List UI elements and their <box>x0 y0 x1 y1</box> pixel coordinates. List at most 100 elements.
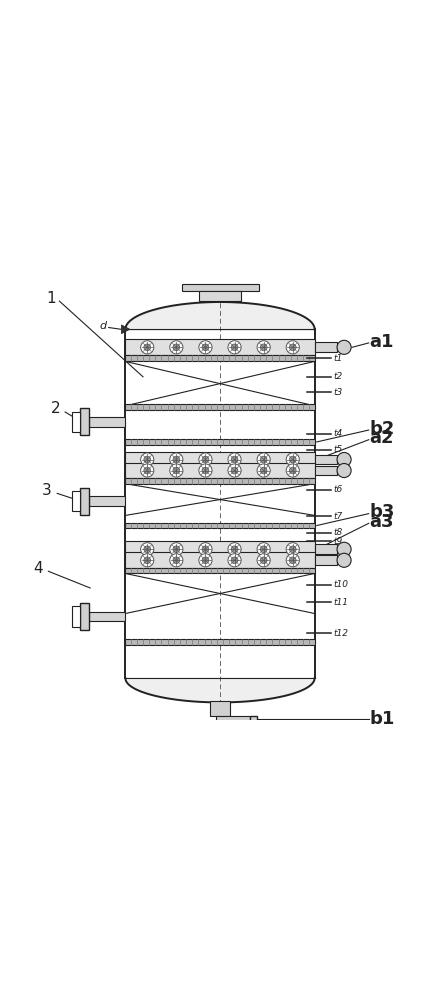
Text: b3: b3 <box>370 503 395 521</box>
Circle shape <box>144 467 150 474</box>
Circle shape <box>202 557 209 564</box>
Text: t3: t3 <box>334 388 343 397</box>
Circle shape <box>144 546 150 553</box>
Circle shape <box>257 543 270 556</box>
Circle shape <box>290 467 296 474</box>
Bar <box>199 291 241 301</box>
Circle shape <box>257 453 270 466</box>
Circle shape <box>202 456 209 463</box>
Bar <box>80 603 89 630</box>
Bar <box>72 491 80 511</box>
Circle shape <box>170 554 183 567</box>
Circle shape <box>290 546 296 553</box>
Circle shape <box>170 543 183 556</box>
Text: 3: 3 <box>42 483 51 498</box>
Text: a1: a1 <box>370 333 394 351</box>
Bar <box>125 552 315 568</box>
Bar <box>315 455 337 464</box>
Circle shape <box>228 453 241 466</box>
Text: 1: 1 <box>46 291 56 306</box>
Circle shape <box>144 344 150 351</box>
Text: b1: b1 <box>370 710 395 728</box>
Bar <box>125 523 315 528</box>
Text: t10: t10 <box>334 580 348 589</box>
Circle shape <box>290 344 296 351</box>
Circle shape <box>286 464 299 477</box>
Circle shape <box>260 456 267 463</box>
Bar <box>125 568 315 573</box>
Circle shape <box>173 456 180 463</box>
Circle shape <box>260 557 267 564</box>
Circle shape <box>228 554 241 567</box>
Circle shape <box>260 467 267 474</box>
Circle shape <box>199 453 212 466</box>
Bar <box>315 555 337 565</box>
Circle shape <box>257 464 270 477</box>
Bar <box>315 342 337 352</box>
Circle shape <box>141 554 154 567</box>
Text: t9: t9 <box>334 537 343 546</box>
Circle shape <box>202 546 209 553</box>
Circle shape <box>173 344 180 351</box>
Bar <box>250 716 257 723</box>
Bar <box>125 404 315 410</box>
Bar <box>80 488 89 515</box>
Circle shape <box>228 543 241 556</box>
Text: t6: t6 <box>334 485 343 494</box>
Bar <box>89 496 125 506</box>
Bar <box>89 417 125 427</box>
Text: 4: 4 <box>33 561 43 576</box>
Text: t2: t2 <box>334 372 343 381</box>
Text: t7: t7 <box>334 512 343 521</box>
Circle shape <box>231 557 238 564</box>
Circle shape <box>257 341 270 354</box>
Bar <box>125 463 315 478</box>
Circle shape <box>290 456 296 463</box>
Circle shape <box>286 453 299 466</box>
Text: t1: t1 <box>334 354 343 363</box>
Text: a3: a3 <box>370 513 394 531</box>
Circle shape <box>199 554 212 567</box>
Circle shape <box>199 341 212 354</box>
Circle shape <box>228 341 241 354</box>
Circle shape <box>170 341 183 354</box>
Circle shape <box>337 452 351 467</box>
Bar <box>72 412 80 432</box>
Bar <box>125 639 315 645</box>
Text: d: d <box>100 321 107 331</box>
Text: t11: t11 <box>334 598 348 607</box>
Circle shape <box>286 341 299 354</box>
Circle shape <box>173 546 180 553</box>
Bar <box>80 408 89 435</box>
Circle shape <box>173 557 180 564</box>
Circle shape <box>173 467 180 474</box>
Circle shape <box>202 467 209 474</box>
Circle shape <box>199 464 212 477</box>
Bar <box>125 452 315 467</box>
Bar <box>125 541 315 557</box>
Text: 2: 2 <box>51 401 60 416</box>
Circle shape <box>170 453 183 466</box>
Circle shape <box>144 557 150 564</box>
Polygon shape <box>121 325 130 334</box>
Circle shape <box>231 456 238 463</box>
Text: t5: t5 <box>334 445 343 454</box>
Bar <box>125 339 315 355</box>
Circle shape <box>231 467 238 474</box>
Bar <box>125 355 315 361</box>
Bar <box>89 612 125 621</box>
Bar <box>125 478 315 484</box>
Bar <box>210 701 230 716</box>
Text: t4: t4 <box>334 430 343 438</box>
Text: t8: t8 <box>334 528 343 537</box>
Circle shape <box>141 543 154 556</box>
Bar <box>216 716 250 723</box>
Circle shape <box>141 341 154 354</box>
Circle shape <box>260 344 267 351</box>
Circle shape <box>337 542 351 556</box>
Circle shape <box>231 546 238 553</box>
Circle shape <box>231 344 238 351</box>
Bar <box>72 606 80 627</box>
Circle shape <box>141 464 154 477</box>
Circle shape <box>228 464 241 477</box>
